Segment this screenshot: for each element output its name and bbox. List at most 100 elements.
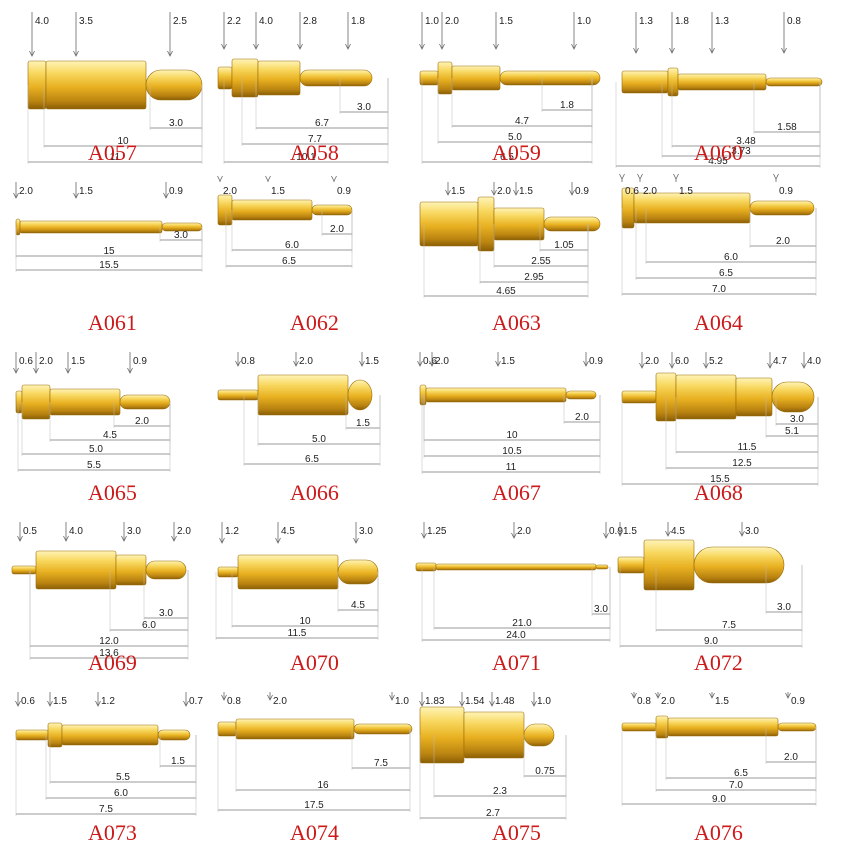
bottom-dimension-label: 4.95 bbox=[708, 156, 728, 167]
bottom-dimension-label: 10 bbox=[506, 430, 518, 441]
bottom-dimension-label: 10.1 bbox=[296, 152, 316, 163]
top-dimension-label: 3.0 bbox=[745, 526, 759, 537]
pogo-pin-image bbox=[621, 715, 817, 739]
top-dimension-label: 1.0 bbox=[425, 16, 439, 27]
product-code: A074 bbox=[290, 820, 339, 845]
top-dimension-label: 1.3 bbox=[715, 16, 729, 27]
top-dimension: 0.9 bbox=[603, 522, 623, 539]
top-dimension: 2.0 bbox=[293, 352, 313, 367]
product-card-a065: 0.6 2.0 1.5 0.9 2.0 4.5 5.0 5.5 A065 bbox=[10, 340, 215, 504]
top-dimension-label: 0.7 bbox=[189, 696, 203, 707]
top-dimension-label: 0.9 bbox=[791, 696, 805, 707]
top-dimension: 2.0 bbox=[171, 522, 191, 542]
bottom-dimension-label: 5.5 bbox=[87, 460, 101, 471]
top-dimension-label: 2.0 bbox=[517, 526, 531, 537]
top-dimension-label: 0.9 bbox=[589, 356, 603, 367]
top-dimension-label: 5.2 bbox=[709, 356, 723, 367]
bottom-dimension-label: 4.5 bbox=[351, 600, 365, 611]
top-dimension-label: 2.0 bbox=[223, 186, 237, 197]
product-card-a074: 0.8 2.0 1.0 7.5 16 17.5 A074 bbox=[212, 680, 417, 844]
top-dimension-label: 1.54 bbox=[465, 696, 485, 707]
bottom-dimension: 2.0 bbox=[563, 395, 601, 424]
bottom-dimension: 11 bbox=[27, 85, 203, 164]
pin-drawing: 1.25 2.0 0.9 3.0 21.024.0 bbox=[415, 522, 623, 642]
product-card-a062: 2.0 1.5 0.9 2.0 6.0 6.5 A062 bbox=[212, 170, 417, 334]
bottom-dimension-label: 6.5 bbox=[719, 268, 733, 279]
top-dimension: 4.0 bbox=[63, 522, 83, 542]
top-dimension: 1.0 bbox=[571, 12, 591, 50]
bottom-dimension-label: 6.0 bbox=[114, 788, 128, 799]
top-dimension: 1.25 bbox=[421, 522, 447, 539]
bottom-dimension-label: 15.5 bbox=[99, 260, 119, 271]
top-dimension: 1.8 bbox=[345, 12, 365, 50]
product-code: A065 bbox=[88, 480, 137, 505]
bottom-dimension-label: 1.58 bbox=[777, 122, 797, 133]
top-dimension: 0.9 bbox=[127, 352, 147, 374]
bottom-dimension-label: 11.5 bbox=[288, 628, 307, 639]
bottom-dimension-label: 7.5 bbox=[722, 620, 736, 631]
pogo-pin-image bbox=[15, 384, 171, 420]
bottom-dimension: 7.5 bbox=[351, 729, 411, 770]
bottom-dimension-label: 0.75 bbox=[535, 766, 555, 777]
bottom-dimension-label: 5.1 bbox=[785, 426, 799, 437]
top-dimension: 1.5 bbox=[265, 175, 285, 197]
bottom-dimension: 9.0 bbox=[621, 727, 817, 806]
bottom-dimension-label: 3.0 bbox=[777, 602, 791, 613]
top-dimension-label: 1.5 bbox=[501, 356, 515, 367]
top-dimension-label: 1.25 bbox=[427, 526, 447, 537]
top-dimension-label: 2.0 bbox=[645, 356, 659, 367]
top-dimension-label: 1.0 bbox=[577, 16, 591, 27]
pogo-pin-image bbox=[419, 61, 601, 95]
top-dimension-label: 0.8 bbox=[637, 696, 651, 707]
top-dimension-label: 3.0 bbox=[127, 526, 141, 537]
product-card-a069: 0.5 4.0 3.0 2.0 3.0 6.0 12.0 13.6 A069 bbox=[10, 510, 215, 674]
top-dimension-label: 4.0 bbox=[807, 356, 821, 367]
top-dimension: 0.9 bbox=[331, 175, 351, 197]
top-dimension-label: 1.2 bbox=[225, 526, 239, 537]
top-dimension: 5.2 bbox=[703, 352, 723, 369]
top-dimension-label: 2.0 bbox=[177, 526, 191, 537]
top-dimension: 2.0 bbox=[655, 692, 675, 707]
pin-drawing: 2.0 1.5 0.9 2.0 6.0 6.5 bbox=[217, 175, 353, 268]
bottom-dimension-label: 12.0 bbox=[99, 636, 119, 647]
top-dimension-label: 0.9 bbox=[337, 186, 351, 197]
top-dimension: 3.0 bbox=[121, 522, 141, 542]
top-dimension: 2.0 bbox=[13, 182, 33, 199]
top-dimension: 0.8 bbox=[235, 352, 255, 367]
top-dimension: 1.83 bbox=[419, 692, 445, 707]
bottom-dimension-label: 3.0 bbox=[169, 118, 183, 129]
bottom-dimension-label: 4.65 bbox=[496, 286, 516, 297]
bottom-dimension-label: 11 bbox=[506, 462, 517, 473]
bottom-dimension: 6.5 bbox=[243, 395, 381, 466]
bottom-dimension-label: 15.5 bbox=[710, 474, 730, 485]
pin-drawing: 1.3 1.8 1.3 0.8 1.58 3.483.734.95 bbox=[615, 12, 823, 168]
pogo-pin-image bbox=[217, 194, 353, 226]
bottom-dimension-label: 11.5 bbox=[738, 442, 757, 453]
top-dimension-label: 1.5 bbox=[53, 696, 67, 707]
product-card-a063: 1.5 2.0 1.5 0.9 1.05 2.55 2.95 4.65 A063 bbox=[414, 170, 619, 334]
pin-drawing: 2.0 1.5 0.9 3.0 15 15.5 bbox=[13, 182, 203, 272]
bottom-dimension-label: 2.55 bbox=[531, 256, 551, 267]
top-dimension-label: 1.5 bbox=[79, 186, 93, 197]
top-dimension: 1.5 bbox=[47, 692, 67, 707]
bottom-dimension: 3.48 bbox=[671, 82, 821, 148]
bottom-dimension-label: 24.0 bbox=[506, 630, 526, 641]
top-dimension-label: 0.8 bbox=[241, 356, 255, 367]
bottom-dimension-label: 6.0 bbox=[285, 240, 299, 251]
pin-drawing: 0.8 2.0 1.5 1.5 5.0 6.5 bbox=[217, 352, 381, 466]
top-dimension: 2.0 bbox=[639, 352, 659, 369]
product-card-a071: 1.25 2.0 0.9 3.0 21.0 24.0 A071 bbox=[414, 510, 623, 674]
top-dimension-label: 4.0 bbox=[259, 16, 273, 27]
top-dimension: 4.0 bbox=[801, 352, 821, 369]
top-dimension: 0.6 bbox=[13, 352, 33, 374]
bottom-dimension: 10.5 bbox=[423, 395, 601, 458]
top-dimension-label: 2.0 bbox=[39, 356, 53, 367]
product-card-a059: 1.0 2.0 1.5 1.0 1.8 4.7 5.0 6.5 A059 bbox=[414, 0, 619, 164]
bottom-dimension: 3.0 bbox=[591, 567, 611, 616]
top-dimension: 2.0 bbox=[217, 175, 237, 197]
bottom-dimension-label: 5.0 bbox=[508, 132, 522, 143]
top-dimension: 4.0 bbox=[253, 12, 273, 50]
top-dimension-label: 6.0 bbox=[675, 356, 689, 367]
product-code: A066 bbox=[290, 480, 339, 505]
